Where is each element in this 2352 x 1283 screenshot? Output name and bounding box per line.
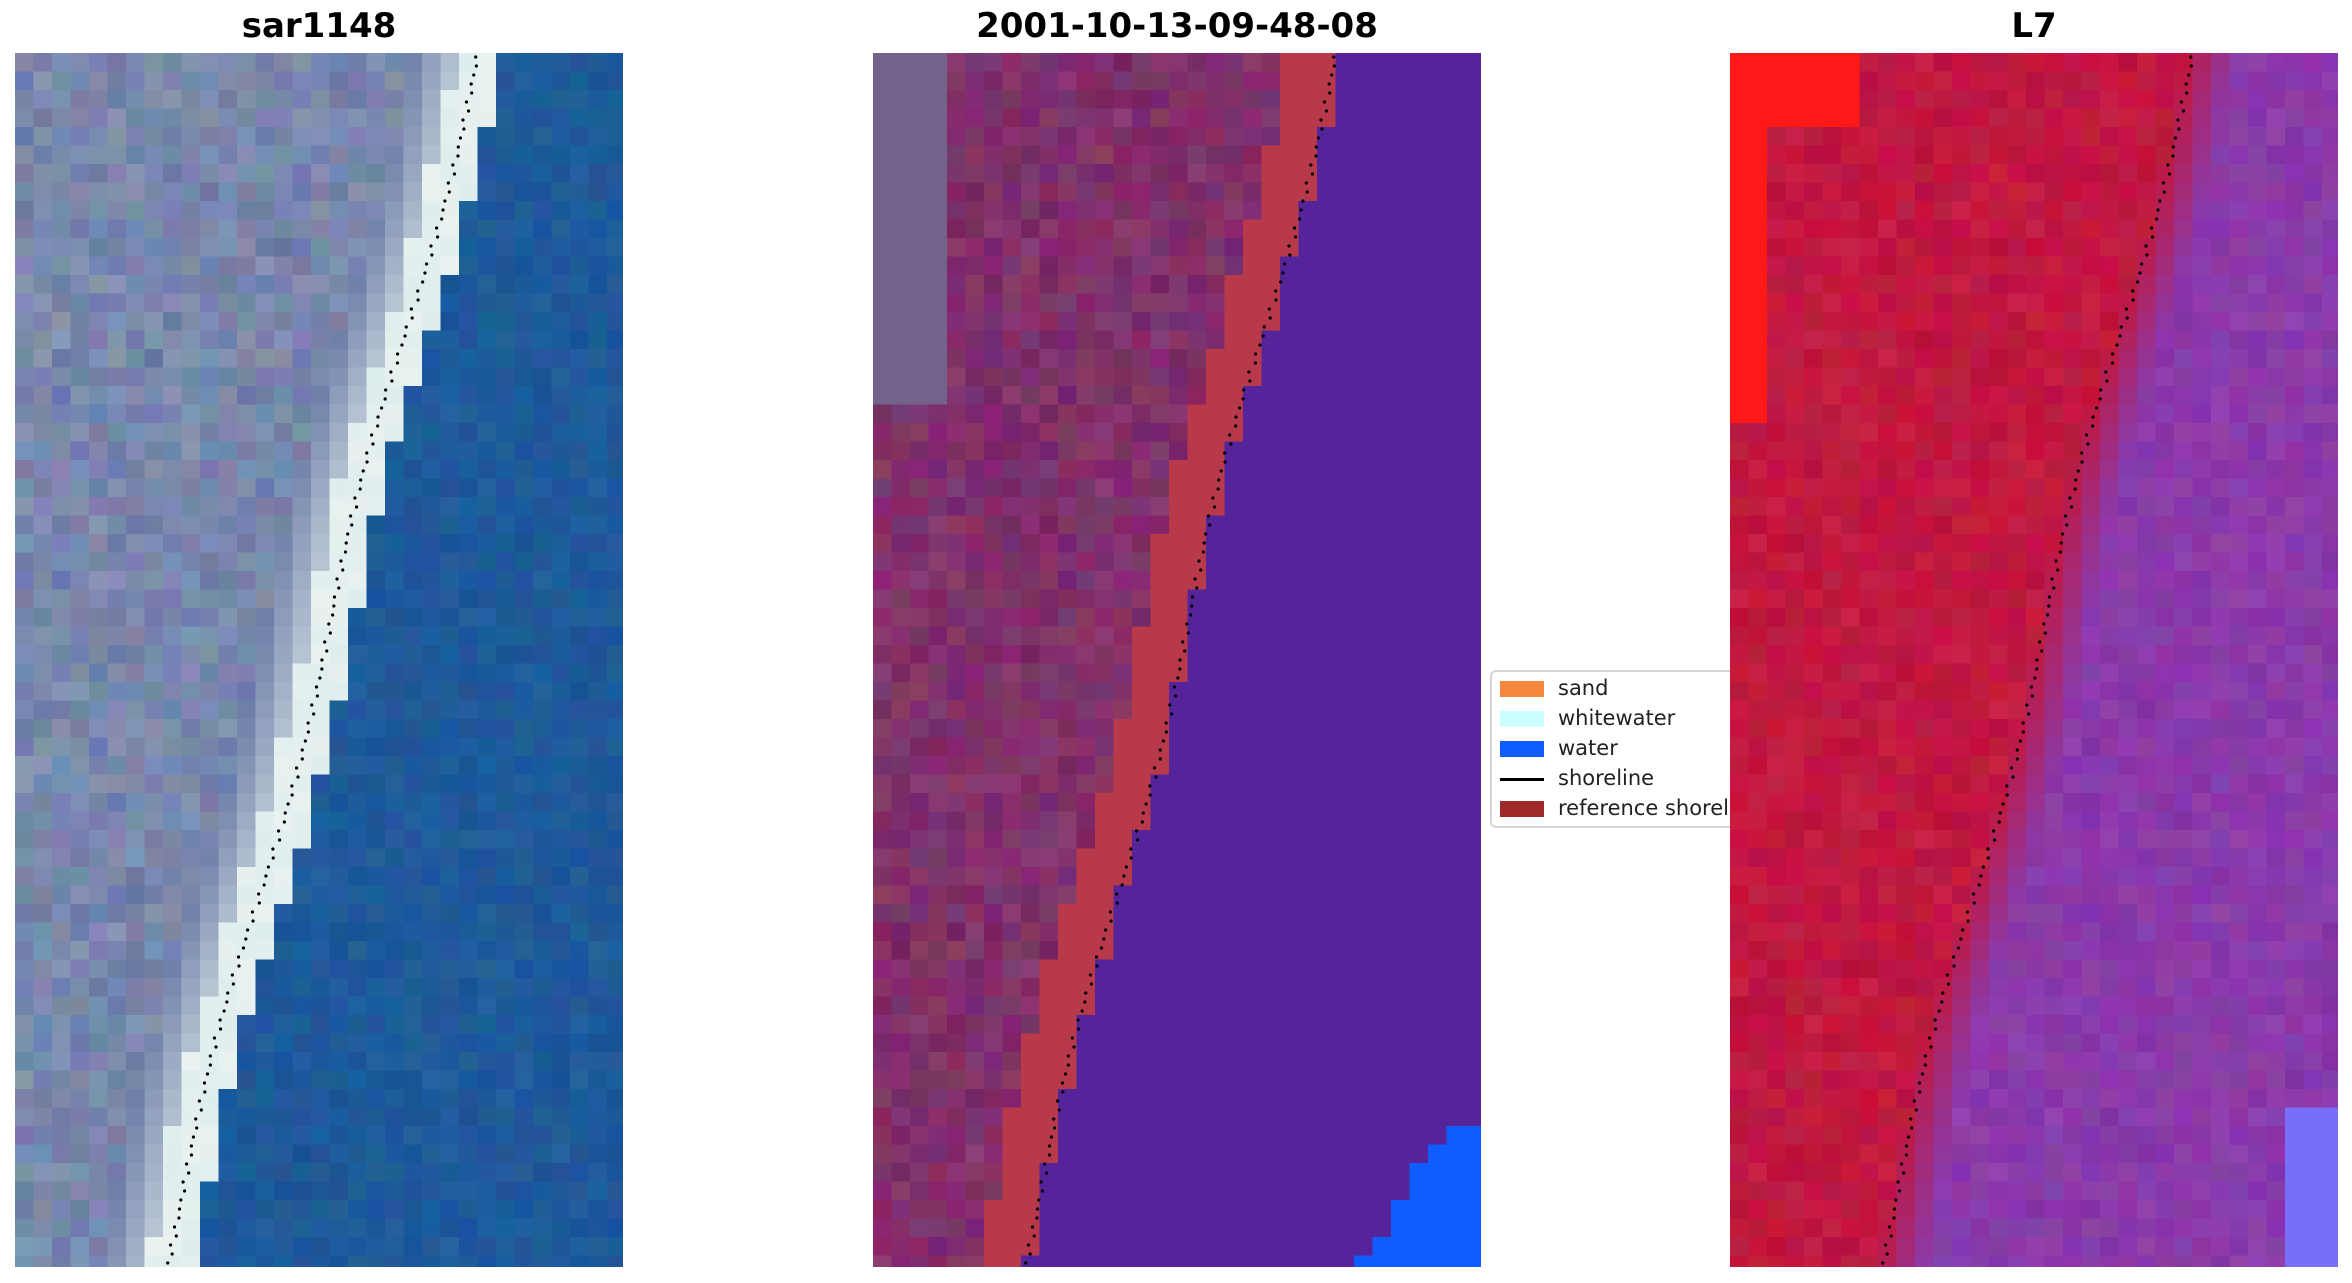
legend: sand whitewater water shoreline referenc… (1490, 670, 1730, 828)
legend-swatch-whitewater (1500, 711, 1544, 727)
rgb-pixels (15, 53, 623, 1267)
panel-title-classification: 2001-10-13-09-48-08 (976, 6, 1378, 46)
panel-title-rgb: sar1148 (241, 6, 397, 46)
panel-title-index: L7 (2011, 6, 2057, 46)
rgb-image-panel (15, 53, 623, 1267)
legend-item-sand: sand (1492, 674, 1730, 704)
legend-item-whitewater: whitewater (1492, 704, 1730, 734)
legend-swatch-water (1500, 741, 1544, 757)
legend-item-water: water (1492, 734, 1730, 764)
legend-item-shoreline: shoreline (1492, 764, 1730, 794)
classification-pixels (873, 53, 1481, 1267)
legend-swatch-reference-shoreline (1500, 801, 1544, 817)
legend-label-shoreline: shoreline (1558, 766, 1655, 790)
legend-swatch-sand (1500, 681, 1544, 697)
legend-label-reference-shoreline: reference shoreline (1558, 796, 1730, 820)
shoreline-dots-rgb (166, 55, 478, 1265)
legend-line-shoreline (1500, 778, 1544, 781)
legend-item-reference-shoreline: reference shoreline (1492, 794, 1730, 824)
legend-label-whitewater: whitewater (1558, 706, 1676, 730)
shoreline-dots-index (1881, 55, 2193, 1265)
classification-image-panel (873, 53, 1481, 1267)
legend-label-water: water (1558, 736, 1618, 760)
index-pixels (1730, 53, 2338, 1267)
legend-label-sand: sand (1558, 676, 1609, 700)
shoreline-dots-classification (1024, 55, 1336, 1265)
index-image-panel (1730, 53, 2338, 1267)
